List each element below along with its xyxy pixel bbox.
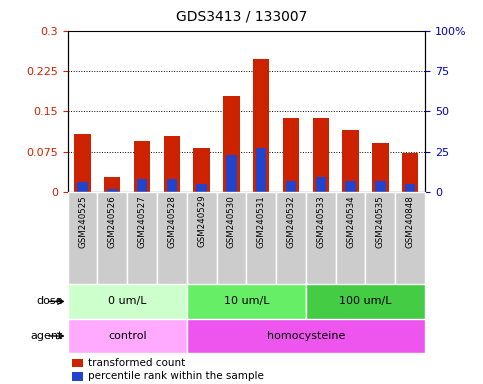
Bar (104, 177, 120, 192)
Bar (306, 284, 425, 319)
Bar (187, 192, 216, 284)
Bar (137, 179, 147, 192)
Bar (246, 192, 276, 284)
Bar (68, 284, 187, 319)
Bar (226, 155, 237, 192)
Bar (342, 130, 359, 192)
Bar (375, 181, 385, 192)
Text: transformed count: transformed count (88, 358, 185, 368)
Bar (315, 177, 326, 192)
Text: dose: dose (36, 296, 63, 306)
Text: 0 um/L: 0 um/L (108, 296, 146, 306)
Text: GSM240530: GSM240530 (227, 195, 236, 248)
Bar (372, 142, 388, 192)
Bar (286, 181, 296, 192)
Bar (194, 148, 210, 192)
Text: 100 um/L: 100 um/L (339, 296, 392, 306)
Bar (366, 192, 395, 284)
Bar (223, 96, 240, 192)
Bar (276, 192, 306, 284)
Text: GSM240528: GSM240528 (168, 195, 176, 248)
Bar (395, 192, 425, 284)
Bar (107, 189, 117, 192)
Text: homocysteine: homocysteine (267, 331, 345, 341)
Bar (306, 192, 336, 284)
Bar (167, 179, 177, 192)
Bar (197, 184, 207, 192)
Bar (68, 192, 98, 284)
Text: percentile rank within the sample: percentile rank within the sample (88, 371, 264, 381)
Text: GSM240531: GSM240531 (257, 195, 266, 248)
Bar (74, 134, 91, 192)
Bar (68, 319, 187, 353)
Bar (157, 192, 187, 284)
Bar (77, 182, 88, 192)
Bar (283, 118, 299, 192)
Bar (127, 192, 157, 284)
Text: GSM240526: GSM240526 (108, 195, 117, 248)
Bar (313, 118, 329, 192)
Bar (253, 59, 270, 192)
Text: GSM240532: GSM240532 (286, 195, 296, 248)
Text: agent: agent (30, 331, 63, 341)
Text: GSM240525: GSM240525 (78, 195, 87, 248)
Text: GSM240535: GSM240535 (376, 195, 385, 248)
Bar (345, 181, 356, 192)
Bar (336, 192, 366, 284)
Bar (98, 192, 127, 284)
Bar (187, 319, 425, 353)
Text: GDS3413 / 133007: GDS3413 / 133007 (176, 10, 307, 23)
Bar (187, 284, 306, 319)
Text: GSM240533: GSM240533 (316, 195, 325, 248)
Bar (402, 153, 418, 192)
Text: 10 um/L: 10 um/L (224, 296, 269, 306)
Bar (405, 184, 415, 192)
Text: control: control (108, 331, 146, 341)
Text: GSM240529: GSM240529 (197, 195, 206, 247)
Bar (216, 192, 246, 284)
Text: GSM240848: GSM240848 (406, 195, 414, 248)
Bar (256, 149, 267, 192)
Bar (134, 141, 150, 192)
Text: GSM240527: GSM240527 (138, 195, 146, 248)
Bar (164, 136, 180, 192)
Text: GSM240534: GSM240534 (346, 195, 355, 248)
